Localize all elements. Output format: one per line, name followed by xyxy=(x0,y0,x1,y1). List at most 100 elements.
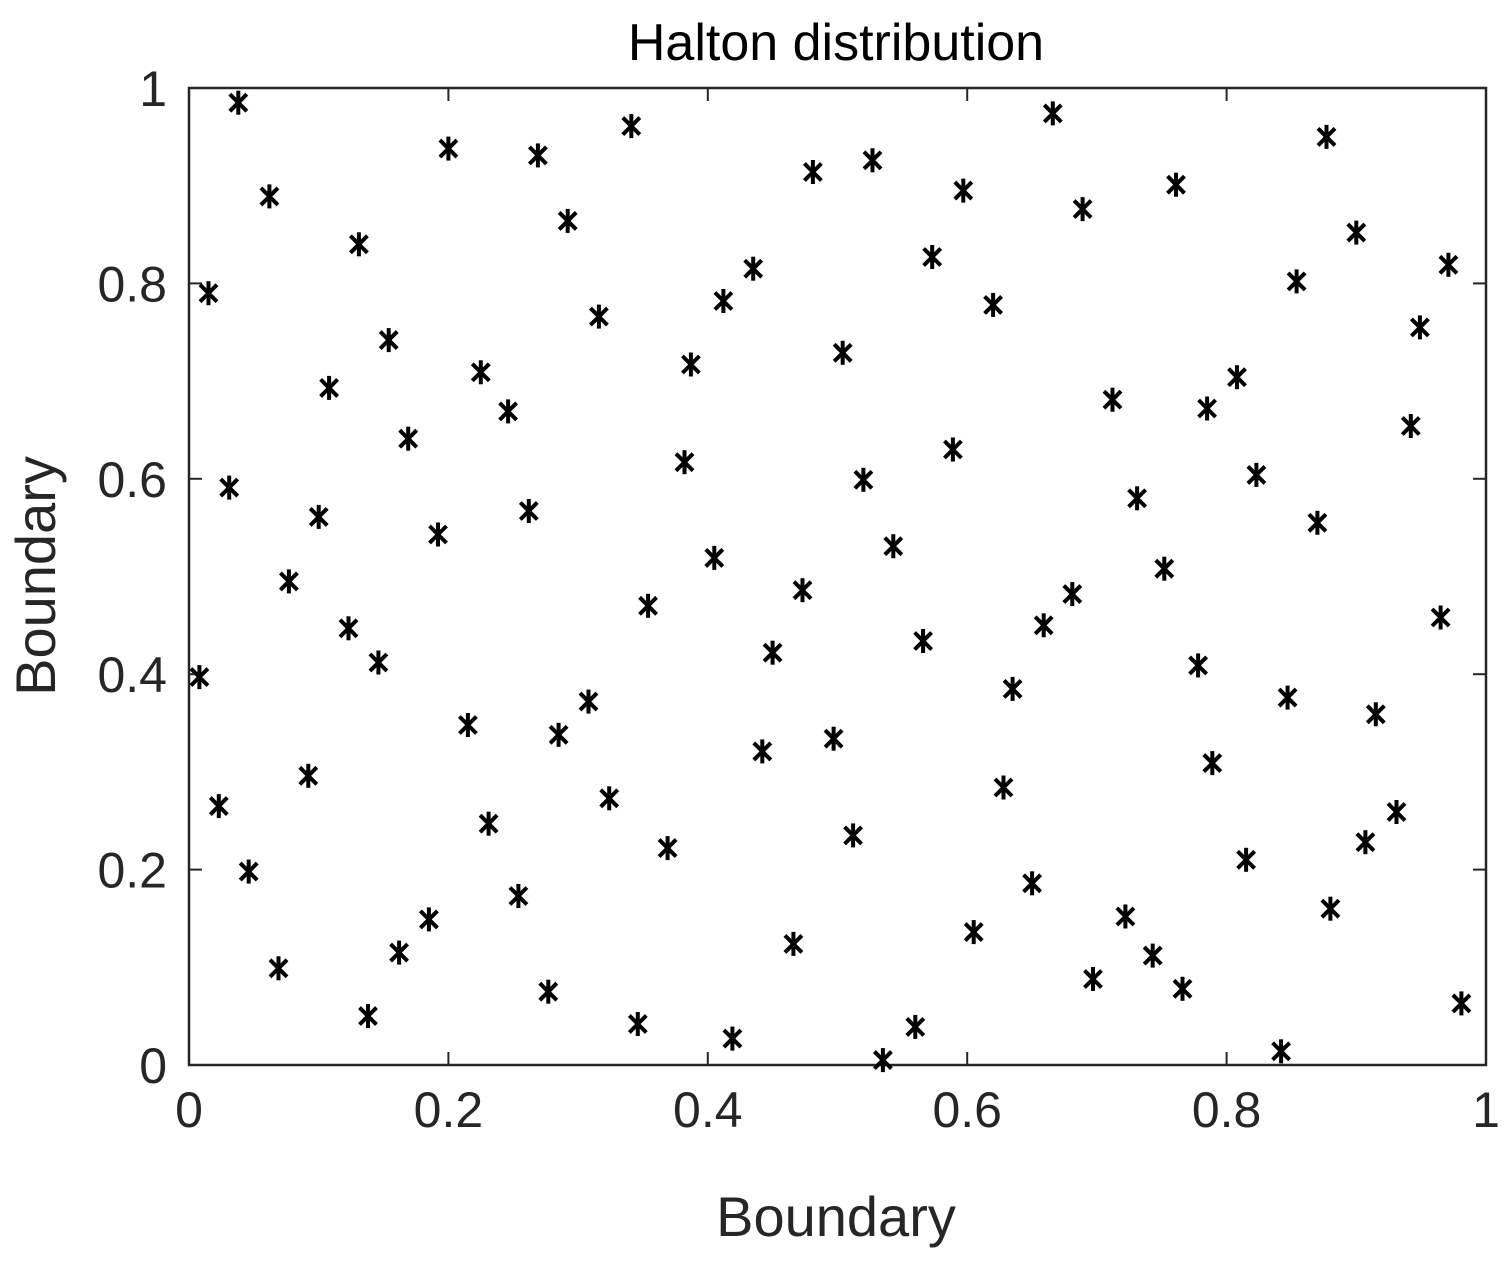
data-point xyxy=(578,689,599,714)
data-point xyxy=(1386,800,1407,824)
data-point xyxy=(1072,197,1093,222)
data-point xyxy=(1355,830,1376,855)
data-point xyxy=(358,1004,378,1029)
data-point xyxy=(713,289,734,313)
data-point xyxy=(942,437,963,462)
data-point xyxy=(823,726,844,751)
data-point xyxy=(1316,124,1337,149)
data-point xyxy=(208,794,229,819)
x-tick-label: 1 xyxy=(1472,1082,1500,1138)
y-tick-label: 0.6 xyxy=(97,452,167,508)
data-point xyxy=(638,593,659,618)
data-point xyxy=(1042,101,1063,126)
data-point xyxy=(368,650,389,675)
y-tick-label: 0.2 xyxy=(97,843,167,899)
data-point xyxy=(621,114,642,139)
data-point xyxy=(1409,315,1430,340)
data-point xyxy=(792,578,813,603)
data-point xyxy=(428,522,448,547)
data-point xyxy=(627,1012,648,1036)
data-point xyxy=(883,534,904,559)
data-point xyxy=(783,931,804,956)
x-tick-label: 0 xyxy=(175,1082,203,1138)
y-axis-label: Boundary xyxy=(4,456,67,696)
data-point xyxy=(599,786,620,811)
data-point xyxy=(308,504,329,529)
data-point xyxy=(1430,605,1451,630)
data-point xyxy=(1271,1039,1292,1064)
data-point xyxy=(1320,896,1341,921)
data-point xyxy=(198,281,219,306)
data-point xyxy=(478,811,499,836)
data-point xyxy=(259,184,280,209)
data-point xyxy=(657,836,678,861)
y-tick-label: 0.8 xyxy=(97,256,167,312)
x-tick-label: 0.6 xyxy=(932,1082,1002,1138)
data-point xyxy=(1142,943,1163,968)
data-point xyxy=(1102,387,1123,412)
x-tick-label: 0.2 xyxy=(414,1082,484,1138)
data-point xyxy=(1083,967,1103,991)
data-point xyxy=(1115,904,1136,929)
data-point xyxy=(1127,486,1148,511)
data-point xyxy=(1307,510,1328,535)
data-point xyxy=(722,1026,743,1051)
data-point xyxy=(674,450,695,475)
plot-frame xyxy=(187,86,1488,1067)
x-tick-label: 0.4 xyxy=(673,1082,743,1138)
data-point xyxy=(704,545,725,570)
axis-ticks xyxy=(188,87,1487,1066)
data-point xyxy=(762,640,783,665)
data-point xyxy=(1400,414,1421,438)
data-point xyxy=(872,1048,893,1073)
data-point xyxy=(319,375,340,400)
data-point xyxy=(1062,582,1083,607)
data-point xyxy=(1277,685,1298,710)
data-point xyxy=(228,90,249,115)
data-point xyxy=(913,629,934,653)
data-point xyxy=(1451,991,1472,1016)
data-point xyxy=(557,208,578,233)
data-point xyxy=(457,713,478,737)
data-point xyxy=(1202,751,1223,776)
data-point xyxy=(338,616,359,641)
data-point xyxy=(588,304,609,329)
data-point xyxy=(298,763,319,788)
data-point xyxy=(853,467,874,492)
x-axis-label: Boundary xyxy=(716,1185,956,1248)
axis-tick-labels: 0 0.2 0.4 0.6 0.8 1 0 0.2 0.4 0.6 0.8 1 xyxy=(97,61,1499,1138)
data-point xyxy=(1188,653,1209,678)
data-point xyxy=(389,940,410,965)
data-point xyxy=(843,823,864,848)
data-point xyxy=(1346,220,1367,245)
data-point xyxy=(548,722,569,747)
data-point xyxy=(1286,269,1307,294)
data-point xyxy=(752,739,773,764)
data-point xyxy=(1022,871,1043,896)
data-point xyxy=(398,426,419,451)
data-point xyxy=(508,884,529,908)
data-point xyxy=(278,569,299,594)
data-point xyxy=(438,136,459,161)
chart-title: Halton distribution xyxy=(628,14,1044,72)
data-point xyxy=(993,775,1014,800)
data-point xyxy=(238,859,259,884)
data-point xyxy=(905,1014,926,1039)
data-point xyxy=(1002,676,1023,701)
data-point xyxy=(922,245,943,269)
data-point xyxy=(518,499,539,523)
data-point xyxy=(1197,396,1218,421)
data-point xyxy=(963,920,984,945)
y-tick-label: 0 xyxy=(139,1038,167,1094)
y-tick-label: 0.4 xyxy=(97,647,167,703)
data-point xyxy=(1438,252,1459,277)
data-point xyxy=(418,907,439,932)
data-point xyxy=(983,292,1004,317)
data-point xyxy=(1033,613,1054,638)
data-point xyxy=(1166,172,1186,197)
data-point xyxy=(1246,462,1267,487)
y-tick-label: 1 xyxy=(139,61,167,117)
data-point xyxy=(802,160,823,184)
data-point xyxy=(743,256,764,281)
